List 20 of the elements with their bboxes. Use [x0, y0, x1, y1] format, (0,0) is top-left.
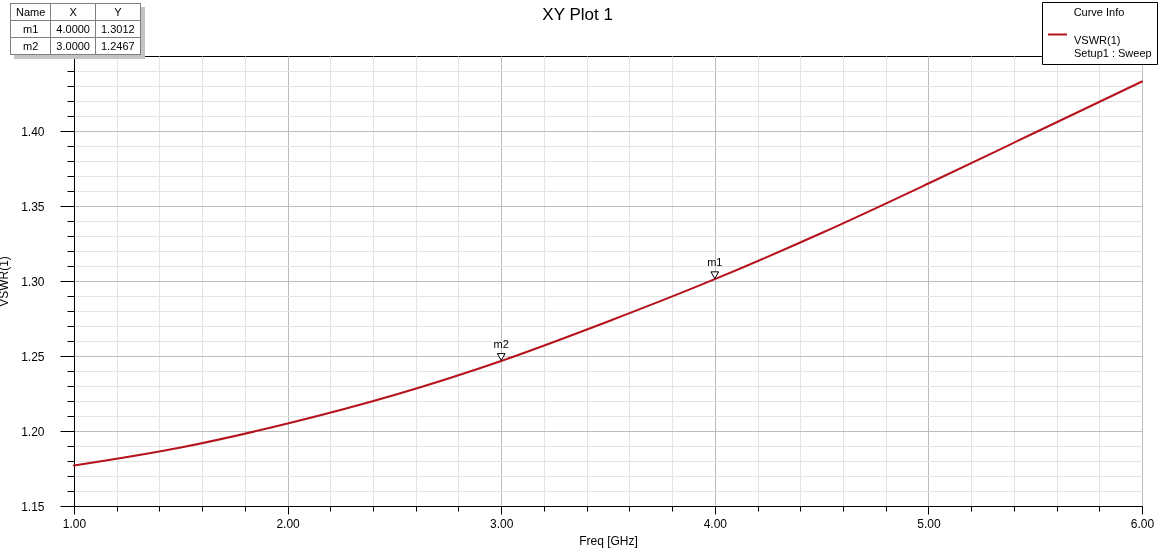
annotation: m1	[707, 256, 723, 269]
y-tick-label: 1.20	[21, 424, 45, 439]
x-tick-label: 4.00	[703, 516, 728, 531]
x-tick-label: 6.00	[1130, 516, 1155, 531]
annotation: m2	[493, 337, 509, 350]
x-tick-label: 5.00	[917, 516, 941, 531]
y-tick-label: 1.40	[21, 124, 45, 139]
y-tick-label: 1.30	[21, 274, 45, 289]
x-axis-title: Freq [GHz]	[579, 533, 638, 548]
x-tick-label: 3.00	[490, 516, 514, 531]
y-tick-label: 1.35	[21, 199, 45, 214]
line-series	[73, 80, 1143, 467]
y-tick-label: 1.15	[21, 499, 45, 514]
x-tick-label: 1.00	[62, 516, 87, 531]
legend-title: Curve Info	[1073, 6, 1125, 18]
x-tick-label: 2.00	[276, 516, 301, 531]
legend-label: VSWR(1) Setup1 : Sweep	[1074, 33, 1152, 59]
y-tick-label: 1.25	[21, 349, 45, 364]
y-axis-title: VSWR(1)	[0, 256, 12, 307]
chart-title: XY Plot 1	[542, 4, 613, 24]
